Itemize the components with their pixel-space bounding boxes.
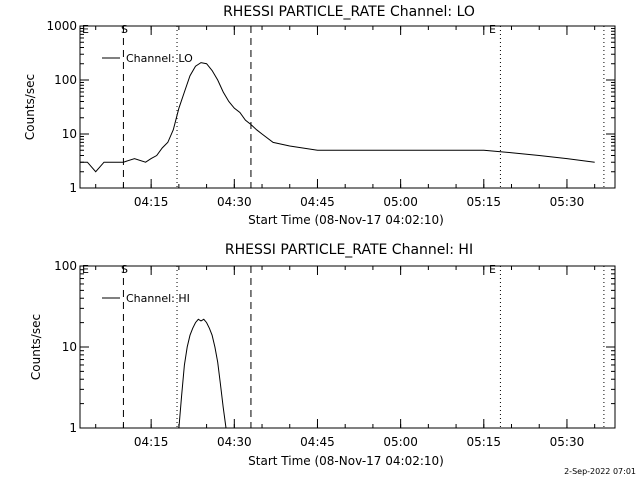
y-tick-label: 10 [62,127,77,141]
annotation-e-right-hi: E [489,263,496,276]
y-axis-label-hi: Counts/sec [29,314,43,380]
event-markers-hi [122,266,605,428]
plot-frame-lo [79,25,616,189]
x-axis-label-lo: Start Time (08-Nov-17 04:02:10) [248,213,444,227]
y-tick-label: 10 [62,340,77,354]
event-markers-lo [122,26,605,188]
annotation-e-left-hi: E [82,263,89,276]
y-tick-label: 100 [54,259,77,273]
x-ticks-lo: 04:15 04:30 04:45 05:00 05:15 05:30 [95,26,596,209]
x-tick-label: 05:00 [383,195,418,209]
y-tick-label: 1 [69,421,77,435]
legend-label-hi: Channel: HI [126,292,190,305]
plot-frame-hi [79,265,616,429]
y-tick-label: 100 [54,73,77,87]
x-tick-label: 04:30 [217,195,252,209]
annotation-s-hi: S [121,263,128,276]
chart-title-lo: RHESSI PARTICLE_RATE Channel: LO [223,4,475,20]
y-tick-label: 1000 [46,19,77,33]
x-tick-label: 04:45 [300,435,335,449]
series-line-lo [80,62,595,173]
y-ticks-lo: 1 10 100 1000 [46,19,615,195]
x-tick-label: 05:30 [550,195,585,209]
annotation-e-left-lo: E [82,23,89,36]
x-tick-label: 04:15 [134,195,169,209]
x-tick-label: 04:30 [217,435,252,449]
series-line-hi [178,318,227,429]
panel-lo: RHESSI PARTICLE_RATE Channel: LO Counts/… [23,4,616,227]
x-tick-label: 05:15 [466,435,501,449]
x-tick-label: 04:15 [134,435,169,449]
y-axis-label-lo: Counts/sec [23,74,37,140]
x-tick-label: 05:00 [383,435,418,449]
panel-hi: RHESSI PARTICLE_RATE Channel: HI Counts/… [29,242,616,468]
footer-timestamp: 2-Sep-2022 07:01 [564,467,636,476]
y-ticks-hi: 1 10 100 [54,259,615,435]
x-tick-label: 04:45 [300,195,335,209]
x-tick-label: 05:15 [466,195,501,209]
y-tick-label: 1 [69,181,77,195]
annotation-e-right-lo: E [489,23,496,36]
annotation-s-lo: S [121,23,128,36]
chart-title-hi: RHESSI PARTICLE_RATE Channel: HI [225,242,473,258]
x-ticks-hi: 04:15 04:30 04:45 05:00 05:15 05:30 [95,266,596,449]
x-tick-label: 05:30 [550,435,585,449]
x-axis-label-hi: Start Time (08-Nov-17 04:02:10) [248,454,444,468]
legend-label-lo: Channel: LO [126,52,193,65]
